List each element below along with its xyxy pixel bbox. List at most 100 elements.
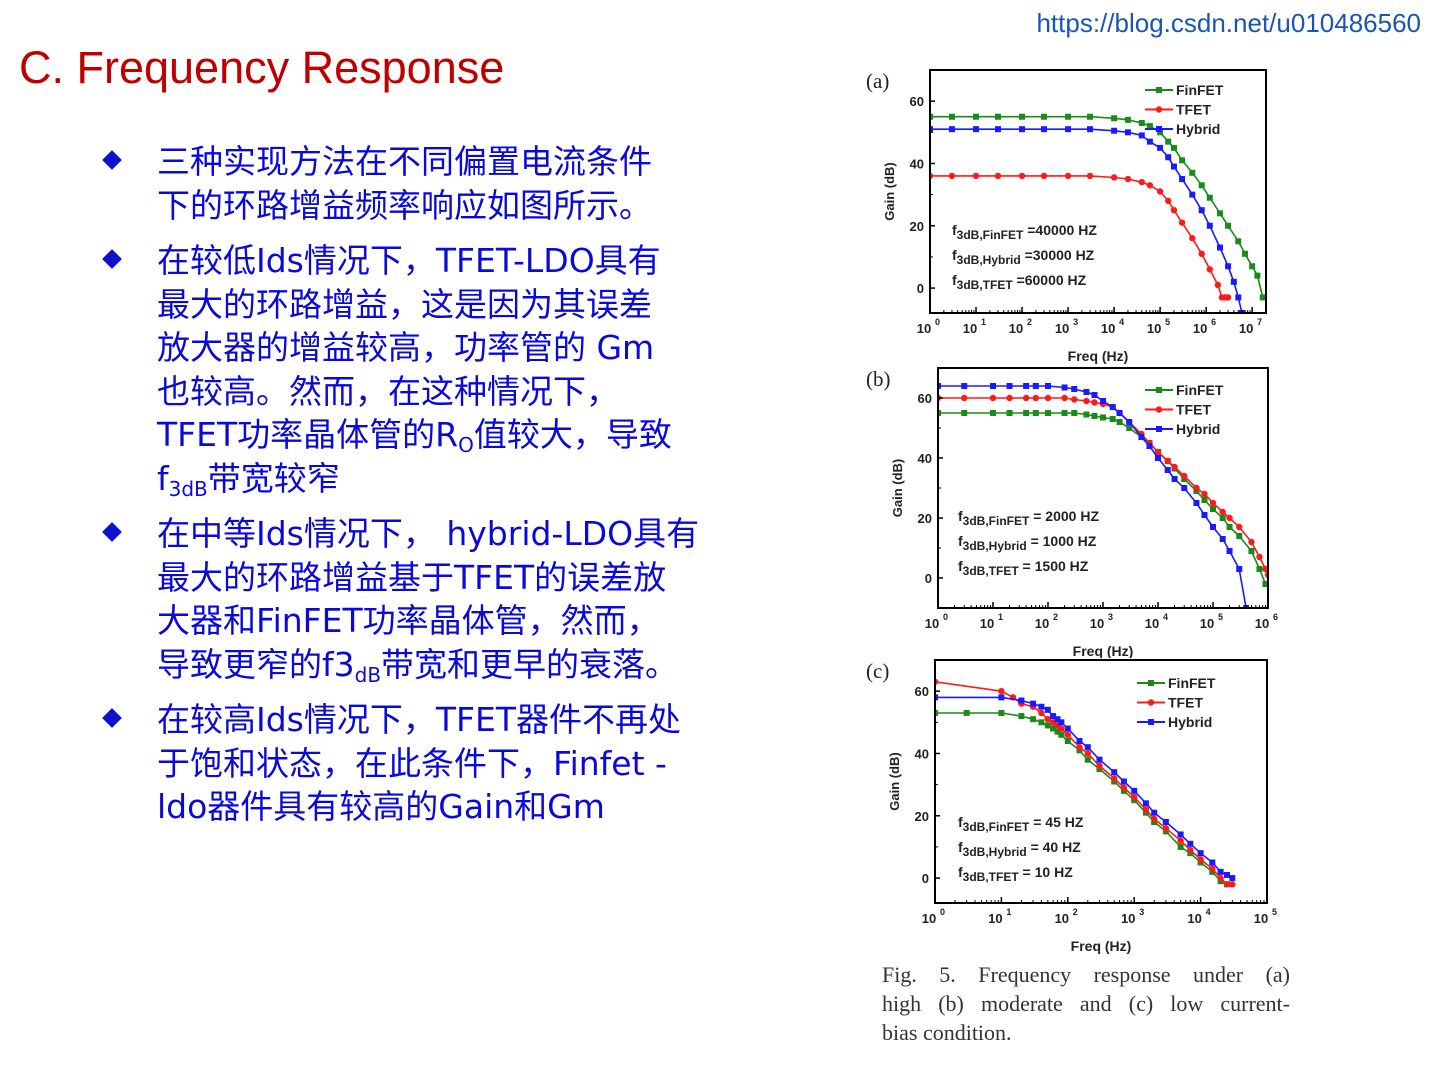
- data-point: [1178, 219, 1186, 226]
- data-point: [1120, 778, 1127, 785]
- f3db-annotation: f3dB,TFET =60000 HZ: [952, 272, 1087, 292]
- data-point: [1248, 538, 1255, 546]
- data-point: [1045, 410, 1051, 416]
- data-point: [994, 126, 1001, 133]
- data-point: [1100, 414, 1106, 421]
- data-point: [1138, 132, 1145, 139]
- data-point: [1197, 850, 1204, 857]
- legend-marker: [1147, 699, 1155, 706]
- x-tick-exponent: 3: [1108, 612, 1113, 622]
- data-point: [1083, 389, 1090, 395]
- data-point: [963, 709, 970, 716]
- data-point: [1206, 222, 1213, 229]
- f3db-annotation: f3dB,FinFET =40000 HZ: [952, 222, 1097, 242]
- data-point: [1177, 831, 1184, 838]
- x-tick-label: 10: [963, 321, 977, 336]
- legend-label: Hybrid: [1168, 714, 1212, 730]
- data-point: [1170, 144, 1177, 151]
- data-point: [1142, 800, 1149, 807]
- data-point: [938, 383, 941, 389]
- series-line-finfet: [930, 115, 1264, 298]
- data-point: [973, 126, 980, 133]
- x-tick-exponent: 0: [940, 907, 945, 917]
- x-tick-label: 10: [1193, 321, 1207, 336]
- data-point: [1193, 500, 1200, 506]
- x-tick-label: 10: [980, 616, 994, 631]
- data-point: [1050, 725, 1057, 732]
- x-tick-exponent: 3: [1073, 317, 1078, 327]
- data-point: [1116, 410, 1123, 416]
- x-tick-label: 10: [1145, 616, 1159, 631]
- data-point: [1032, 410, 1039, 416]
- data-point: [1164, 457, 1171, 465]
- bullet-text: 在中等Ids情况下， hybrid-LDO具有 最大的环路增益基于TFET的误差…: [157, 514, 700, 687]
- y-axis-label: Gain (dB): [890, 459, 905, 518]
- bullet-text: 在较低Ids情况下，TFET-LDO具有 最大的环路增益，这是因为其误差 放大器…: [157, 241, 672, 501]
- data-point: [1071, 410, 1078, 416]
- y-tick-label: 0: [922, 871, 929, 886]
- data-point: [1091, 413, 1098, 419]
- data-point: [1198, 250, 1205, 258]
- data-point: [1038, 703, 1045, 710]
- data-point: [1023, 410, 1030, 416]
- data-point: [948, 126, 955, 133]
- data-point: [1124, 116, 1131, 123]
- data-point: [1064, 731, 1071, 738]
- data-point: [1091, 392, 1098, 398]
- data-point: [1120, 784, 1128, 791]
- data-point: [1187, 846, 1194, 854]
- x-tick-exponent: 4: [1119, 317, 1124, 327]
- legend-marker: [1155, 106, 1163, 113]
- data-point: [1064, 172, 1072, 180]
- data-point: [1131, 793, 1138, 801]
- data-point: [1142, 806, 1150, 813]
- data-point: [1187, 840, 1194, 847]
- legend-label: TFET: [1176, 102, 1211, 118]
- x-tick-label: 10: [1121, 911, 1135, 926]
- data-point: [1259, 294, 1266, 301]
- data-point: [1111, 115, 1118, 122]
- data-point: [1022, 394, 1030, 402]
- data-point: [1201, 512, 1208, 518]
- data-point: [1201, 490, 1208, 498]
- x-tick-exponent: 1: [998, 612, 1003, 622]
- x-tick-exponent: 0: [943, 612, 948, 622]
- x-tick-exponent: 5: [1272, 907, 1277, 917]
- data-point: [930, 113, 933, 120]
- panel-label: (a): [866, 69, 889, 93]
- data-point: [990, 410, 996, 416]
- data-point: [1124, 129, 1131, 136]
- bullet-item: 在较低Ids情况下，TFET-LDO具有 最大的环路增益，这是因为其误差 放大器…: [100, 239, 740, 500]
- data-point: [1065, 126, 1072, 133]
- data-point: [1198, 207, 1205, 214]
- f3db-annotation: f3dB,TFET = 10 HZ: [958, 864, 1073, 884]
- data-point: [1223, 881, 1231, 888]
- watermark-url: https://blog.csdn.net/u010486560: [1036, 8, 1421, 38]
- data-point: [1064, 725, 1071, 732]
- data-point: [1248, 548, 1255, 554]
- data-point: [935, 709, 938, 716]
- diamond-bullet-icon: [102, 522, 122, 542]
- f3db-annotation: f3dB,Hybrid =30000 HZ: [952, 247, 1095, 267]
- data-point: [1162, 825, 1170, 832]
- data-point: [1044, 706, 1051, 713]
- data-point: [1209, 499, 1217, 507]
- data-point: [1224, 871, 1231, 878]
- y-tick-label: 60: [918, 391, 932, 406]
- data-point: [1087, 113, 1094, 120]
- x-tick-label: 10: [988, 911, 1002, 926]
- x-tick-exponent: 3: [1139, 907, 1144, 917]
- series-line-finfet: [938, 412, 1267, 585]
- data-point: [1256, 566, 1263, 572]
- data-point: [1181, 472, 1188, 480]
- data-point: [1045, 383, 1051, 389]
- chart-panel-c: (c) 0 20 40 60 10 0 10 1 10 2 10 3 10 4 10 5 Freq (Hz) Gai…: [866, 659, 1277, 954]
- data-point: [1038, 719, 1045, 726]
- data-point: [1018, 713, 1025, 720]
- legend-marker: [1155, 406, 1163, 413]
- data-point: [1206, 194, 1213, 201]
- data-point: [1193, 484, 1200, 492]
- data-point: [1177, 843, 1184, 850]
- data-point: [1071, 396, 1078, 403]
- data-point: [990, 383, 996, 389]
